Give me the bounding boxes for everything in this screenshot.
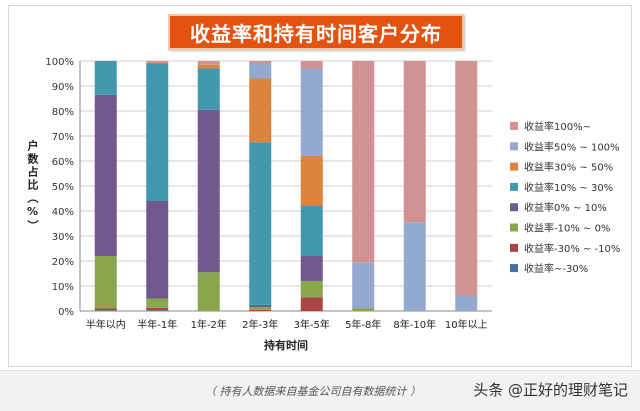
bar-segment <box>352 61 375 263</box>
bar-segment <box>249 304 272 308</box>
x-tick-label: 8年-10年 <box>393 318 436 331</box>
bar-segment <box>94 308 117 311</box>
legend-swatch <box>510 122 518 130</box>
legend-label: 收益率50% ~ 100% <box>524 140 620 153</box>
bar-segment <box>197 61 220 65</box>
y-tick-label: 80% <box>52 107 74 118</box>
bar-segment <box>300 256 323 281</box>
legend-swatch <box>510 223 518 232</box>
bar-segment <box>94 61 117 95</box>
legend-label: 收益率-30% ~ -10% <box>524 242 620 255</box>
y-tick-label: 0% <box>58 307 74 318</box>
x-tick-label: 1年-2年 <box>191 318 227 331</box>
x-tick-label: 3年-5年 <box>294 318 330 331</box>
legend-swatch <box>510 142 518 151</box>
bar-segment <box>352 262 375 309</box>
bar-segment <box>300 156 323 206</box>
y-axis-label: 户数占比（%） <box>26 140 39 233</box>
x-tick-label: 半年-1年 <box>137 318 177 331</box>
legend-swatch <box>510 162 518 171</box>
legend-label: 收益率0% ~ 10% <box>524 201 607 214</box>
bar-segment <box>300 68 323 156</box>
bar-segment <box>197 64 220 69</box>
bar-segment <box>146 62 169 64</box>
bar-segment <box>146 63 169 201</box>
y-tick-label: 70% <box>52 132 74 143</box>
y-tick-label: 90% <box>52 82 74 93</box>
bar-segment <box>146 298 169 308</box>
bar-segment <box>300 61 323 69</box>
bar-segment <box>197 272 220 311</box>
legend-swatch <box>510 182 518 191</box>
legend-label: 收益率~-30% <box>524 262 588 275</box>
bar-segment <box>249 61 272 64</box>
stacked-bar-chart: 0% 10% 20% 30% 40% 50% 60% 70% 80% 90% 100% 半年以内 半年-… <box>45 57 620 352</box>
legend-swatch <box>510 243 518 252</box>
y-tick-label: 20% <box>52 257 74 268</box>
x-tick-label: 2年-3年 <box>242 318 278 331</box>
legend-label: 收益率10% ~ 30% <box>524 181 613 194</box>
watermark: 头条 @正好的理财笔记 <box>473 381 628 399</box>
chart-title-box: 收益率和持有时间客户分布 <box>168 14 464 50</box>
bar-segment <box>197 109 220 273</box>
bar-segment <box>403 222 426 311</box>
legend-label: 收益率30% ~ 50% <box>524 161 613 174</box>
bar-segment <box>146 201 169 299</box>
bar-segment <box>94 256 117 309</box>
y-tick-label: 30% <box>52 232 74 243</box>
legend-label: 收益率100%~ <box>524 120 591 133</box>
legend-label: 收益率-10% ~ 0% <box>524 222 610 235</box>
bar-segment <box>300 281 323 298</box>
y-tick-label: 50% <box>52 182 74 193</box>
x-tick-label: 5年-8年 <box>345 318 381 331</box>
source-note: （ 持有人数据来自基金公司自有数据统计 ） <box>205 385 421 398</box>
bar-segment <box>455 296 478 311</box>
legend-swatch <box>510 203 518 212</box>
bar-segment <box>249 78 272 143</box>
y-tick-label: 10% <box>52 282 74 293</box>
bar-segment <box>249 307 272 310</box>
y-tick-label: 40% <box>52 207 74 218</box>
bar-segment <box>403 61 426 223</box>
bar-segment <box>300 206 323 256</box>
x-tick-label: 半年以内 <box>86 318 126 331</box>
y-tick-label: 60% <box>52 157 74 168</box>
bar-segment <box>197 68 220 110</box>
bar-segment <box>249 63 272 79</box>
bar-segment <box>300 297 323 311</box>
chart-title: 收益率和持有时间客户分布 <box>190 21 442 46</box>
bar-segment <box>352 308 375 311</box>
bar-segment <box>249 309 272 311</box>
bar-segment <box>146 61 169 63</box>
bar-segment <box>94 94 117 256</box>
bar-segment <box>455 61 478 296</box>
x-axis-label: 持有时间 <box>264 338 308 352</box>
footer-bar: （ 持有人数据来自基金公司自有数据统计 ） 头条 @正好的理财笔记 <box>0 370 640 411</box>
bar-segment <box>146 307 169 311</box>
bar-segment <box>94 310 117 311</box>
bar-segment <box>146 310 169 311</box>
x-tick-label: 10年以上 <box>445 318 488 331</box>
y-tick-label: 100% <box>45 57 74 68</box>
bar-segment <box>249 142 272 305</box>
legend-swatch <box>510 264 518 273</box>
